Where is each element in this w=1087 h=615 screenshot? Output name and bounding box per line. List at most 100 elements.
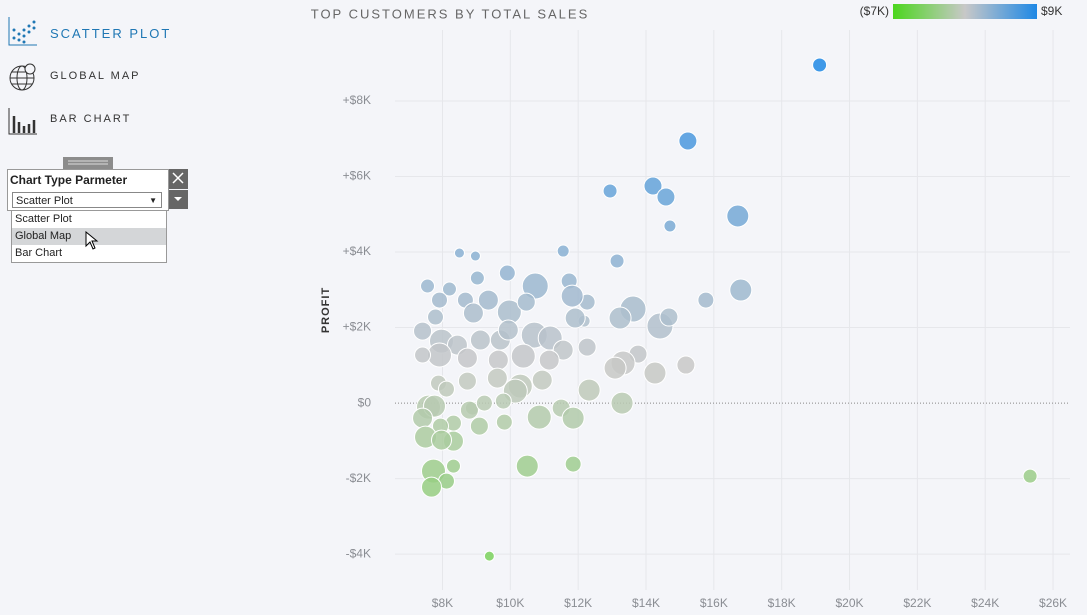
- point: [469, 416, 489, 436]
- dropdown[interactable]: Scatter Plot ▼: [12, 192, 162, 208]
- point: [510, 343, 536, 369]
- point: [678, 131, 698, 151]
- dropdown-list: Scatter Plot Global Map Bar Chart: [11, 210, 167, 263]
- point: [610, 391, 634, 415]
- point: [469, 270, 485, 286]
- point: [469, 250, 481, 262]
- legend-min: ($7K): [860, 4, 889, 18]
- point: [494, 392, 512, 410]
- point: [526, 404, 552, 430]
- point: [457, 371, 477, 391]
- point: [420, 476, 442, 498]
- axis-icon: [8, 17, 37, 46]
- point: [497, 319, 519, 341]
- y-tick-label: $0: [358, 395, 372, 409]
- point: [413, 321, 433, 341]
- x-tick-label: $10K: [496, 596, 524, 610]
- point: [608, 306, 632, 330]
- bar-icon-axis: [8, 108, 37, 135]
- point: [659, 307, 679, 327]
- x-tick-label: $16K: [700, 596, 728, 610]
- point: [487, 349, 509, 371]
- pin-icon: [24, 63, 36, 75]
- close-x: [172, 172, 184, 184]
- x-tick-label: $8K: [432, 596, 453, 610]
- drag-handle[interactable]: [63, 157, 113, 169]
- point: [516, 292, 536, 312]
- point: [445, 458, 461, 474]
- point: [564, 307, 586, 329]
- point: [475, 394, 493, 412]
- point: [729, 278, 753, 302]
- point: [453, 247, 465, 259]
- drag-handle-lines: [68, 160, 108, 165]
- x-tick-label: $24K: [971, 596, 999, 610]
- nav-item[interactable]: GLOBAL MAP: [50, 70, 141, 82]
- y-tick-label: -$4K: [346, 546, 371, 560]
- point: [459, 400, 479, 420]
- point: [643, 176, 663, 196]
- point: [469, 329, 491, 351]
- point: [564, 455, 582, 473]
- point: [812, 57, 828, 73]
- point: [663, 219, 677, 233]
- point: [412, 407, 434, 429]
- point: [602, 183, 618, 199]
- point: [643, 361, 667, 385]
- x-tick-label: $26K: [1039, 596, 1067, 610]
- point: [603, 356, 627, 380]
- point: [561, 406, 585, 430]
- dropdown-caret: ▼: [149, 196, 157, 205]
- point: [420, 278, 436, 294]
- point: [498, 264, 516, 282]
- point: [427, 308, 444, 326]
- point: [483, 550, 495, 562]
- point: [486, 367, 508, 389]
- scatter-icon: [12, 20, 36, 44]
- point: [477, 289, 499, 311]
- grid: [395, 30, 1070, 590]
- point: [437, 380, 455, 398]
- cursor: [85, 231, 99, 250]
- menu-arrow: [174, 197, 182, 201]
- color-legend: [893, 4, 1037, 19]
- point: [515, 454, 539, 478]
- y-tick-label: -$2K: [346, 471, 371, 485]
- nav-item[interactable]: BAR CHART: [50, 113, 132, 125]
- point: [431, 429, 453, 451]
- parameter-panel: Chart Type Parmeter Scatter Plot ▼: [7, 169, 169, 211]
- point: [427, 342, 453, 368]
- dropdown-option[interactable]: Scatter Plot: [15, 213, 72, 225]
- point: [1022, 468, 1038, 484]
- point: [577, 337, 597, 357]
- point: [676, 355, 696, 375]
- point: [441, 281, 457, 297]
- y-axis-title: PROFIT: [320, 287, 332, 333]
- x-tick-label: $12K: [564, 596, 592, 610]
- x-tick-label: $22K: [903, 596, 931, 610]
- point: [495, 413, 513, 431]
- y-tick-label: +$8K: [343, 93, 371, 107]
- point: [556, 244, 570, 258]
- point: [726, 204, 750, 228]
- dropdown-option[interactable]: Bar Chart: [15, 247, 63, 259]
- y-tick-label: +$6K: [343, 169, 371, 183]
- bar-icon-bars: [12, 116, 36, 133]
- nav-item[interactable]: SCATTER PLOT: [50, 26, 172, 41]
- point: [431, 291, 449, 309]
- point: [577, 378, 601, 402]
- point: [414, 346, 432, 364]
- parameter-title: Chart Type Parmeter: [10, 173, 128, 187]
- x-tick-label: $18K: [768, 596, 796, 610]
- nav-icons: [8, 17, 188, 209]
- point: [462, 302, 484, 324]
- dropdown-value: Scatter Plot: [16, 195, 73, 207]
- y-tick-label: +$2K: [343, 320, 371, 334]
- x-tick-label: $20K: [836, 596, 864, 610]
- point: [538, 349, 560, 371]
- legend-max: $9K: [1041, 4, 1062, 18]
- point: [456, 347, 478, 369]
- y-tick-label: +$4K: [343, 244, 371, 258]
